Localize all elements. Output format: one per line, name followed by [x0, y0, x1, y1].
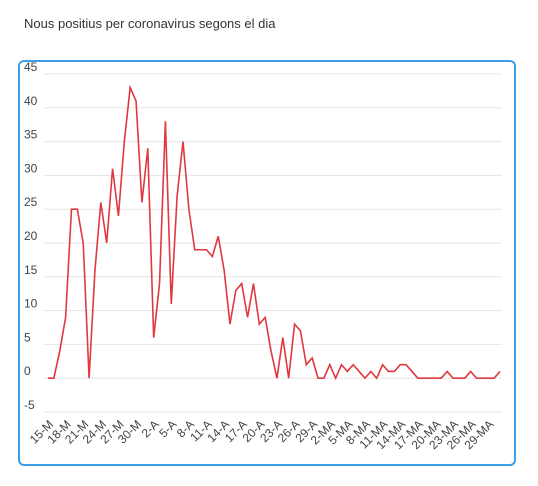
y-tick-label: 30 [24, 161, 38, 175]
y-tick-label: -5 [24, 398, 35, 412]
y-tick-label: 20 [24, 229, 38, 243]
y-tick-label: 35 [24, 128, 38, 142]
x-axis-labels: 15-M18-M21-M24-M27-M30-M2-A5-A8-A11-A14-… [27, 417, 496, 452]
y-tick-label: 10 [24, 297, 38, 311]
chart-title: Nous positius per coronavirus segons el … [24, 16, 276, 31]
gridlines [44, 73, 502, 413]
y-tick-label: 45 [24, 60, 38, 74]
y-tick-label: 15 [24, 263, 38, 277]
chart-frame [18, 60, 516, 466]
y-tick-label: 25 [24, 195, 38, 209]
data-series [48, 84, 501, 381]
y-axis-labels: -5 0 5 10 15 20 25 30 35 40 45 [24, 60, 38, 412]
y-tick-label: 40 [24, 94, 38, 108]
series-line [48, 84, 501, 381]
y-tick-label: 0 [24, 364, 31, 378]
y-tick-label: 5 [24, 330, 31, 344]
